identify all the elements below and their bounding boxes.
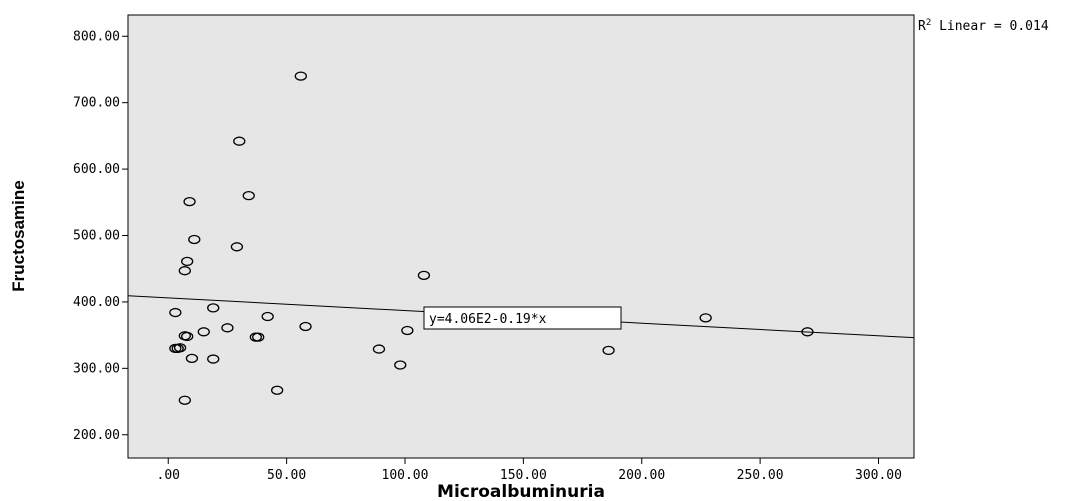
y-tick-label: 200.00: [73, 428, 120, 443]
data-point: [233, 136, 246, 146]
data-point: [394, 360, 407, 370]
x-axis-title: Microalbuminuria: [437, 482, 605, 501]
y-tick-label: 800.00: [73, 29, 120, 44]
x-tick-label: 200.00: [618, 468, 665, 483]
x-tick-label: 300.00: [855, 468, 902, 483]
data-point: [181, 256, 194, 267]
data-point: [188, 234, 201, 245]
data-point: [401, 325, 414, 336]
y-axis-title: Fructosamine: [9, 180, 28, 291]
data-point: [602, 345, 615, 356]
data-point: [372, 344, 386, 354]
y-tick-label: 600.00: [73, 162, 120, 177]
x-tick-label: 50.00: [267, 468, 306, 483]
data-point: [185, 353, 199, 364]
fit-equation-label: y=4.06E2-0.19*x: [429, 312, 547, 327]
data-point: [207, 303, 220, 313]
data-point: [294, 71, 307, 81]
x-tick-label: 150.00: [500, 468, 547, 483]
data-point: [261, 311, 274, 322]
data-point: [801, 327, 814, 337]
data-point: [197, 327, 210, 337]
data-point: [699, 313, 712, 323]
y-tick-label: 500.00: [73, 229, 120, 244]
data-point: [178, 266, 191, 276]
data-point: [207, 354, 220, 364]
data-point: [183, 196, 196, 207]
x-tick-label: .00: [157, 468, 180, 483]
data-point: [181, 331, 194, 342]
x-tick-label: 250.00: [737, 468, 784, 483]
data-point: [271, 385, 284, 395]
data-point: [178, 395, 191, 405]
data-point: [417, 270, 431, 281]
data-point: [169, 307, 182, 318]
data-point: [230, 242, 244, 252]
data-point: [173, 343, 187, 353]
fit-equation-box: [423, 306, 622, 330]
data-point: [299, 321, 312, 332]
r2-label: R2 Linear = 0.014: [918, 18, 1049, 34]
plot-area: [127, 14, 915, 459]
x-tick-label: 100.00: [382, 468, 429, 483]
data-point: [252, 332, 265, 342]
data-point: [242, 191, 255, 201]
y-tick-label: 300.00: [73, 361, 120, 376]
data-point: [221, 323, 234, 333]
y-tick-label: 400.00: [73, 295, 120, 310]
y-tick-label: 700.00: [73, 96, 120, 111]
